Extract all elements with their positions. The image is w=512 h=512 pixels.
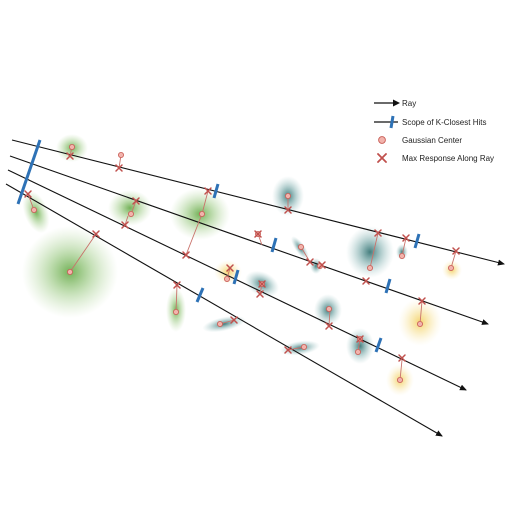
ray-1	[11, 139, 505, 266]
max-response-cross	[92, 230, 100, 238]
gaussian-center	[127, 210, 134, 217]
legend-label: Max Response Along Ray	[402, 153, 495, 163]
rays	[5, 139, 505, 437]
legend-item-max-response: Max Response Along Ray	[372, 149, 508, 167]
legend-label: Ray	[402, 98, 417, 108]
max-response-cross	[418, 297, 426, 305]
scope-marker	[270, 237, 278, 253]
cross-icon	[377, 153, 387, 163]
gaussian-center	[297, 243, 304, 250]
connector-line	[399, 359, 403, 381]
gaussian-center	[398, 252, 405, 259]
gaussian-center	[69, 143, 76, 150]
legend-label: Gaussian Center	[402, 135, 463, 145]
legend-item-gaussian-center: Gaussian Center	[372, 131, 508, 149]
connector-line	[401, 237, 407, 257]
gaussian-blob	[396, 244, 408, 260]
connector-line	[175, 284, 178, 313]
gaussian-center	[416, 320, 423, 327]
scope-marker	[16, 139, 42, 205]
ray-4	[5, 183, 443, 437]
gaussian-center	[118, 151, 125, 158]
connector-line	[69, 233, 97, 273]
max-response-cross	[325, 322, 333, 330]
max-response-cross	[204, 187, 212, 195]
max-response-cross	[318, 261, 326, 269]
gaussian-center	[223, 275, 230, 282]
max-response-cross	[115, 164, 123, 172]
max-response-cross	[226, 264, 234, 272]
connector-line	[369, 232, 379, 269]
max-response-cross	[258, 280, 266, 288]
max-response-cross	[230, 316, 238, 324]
gaussian-blob	[346, 226, 394, 278]
scope-marker	[195, 287, 205, 303]
scope-bar-icon	[374, 115, 398, 129]
max-responses	[24, 152, 460, 362]
connector-line	[185, 213, 203, 256]
gaussian-center	[172, 308, 179, 315]
gaussian-center	[216, 320, 223, 327]
gaussian-center	[67, 268, 74, 275]
max-response-cross	[284, 206, 292, 214]
max-response-cross	[66, 152, 74, 160]
scope-markers	[16, 139, 421, 353]
gaussian-center	[284, 192, 291, 199]
gaussian-center	[300, 343, 307, 350]
gaussian-center	[325, 305, 332, 312]
gaussian-center	[30, 206, 37, 213]
max-response-cross	[374, 229, 382, 237]
legend-label: Scope of K-Closest Hits	[402, 117, 487, 127]
legend-item-scope: Scope of K-Closest Hits	[372, 113, 508, 131]
gaussian-blobs	[22, 134, 462, 396]
scope-marker	[232, 269, 240, 285]
connector-line	[419, 300, 423, 325]
gaussian-center	[366, 264, 373, 271]
gaussian-center	[354, 348, 361, 355]
gaussian-blob	[346, 328, 374, 364]
gaussian-blob	[202, 315, 246, 333]
scope-marker	[374, 337, 383, 353]
circle-icon	[378, 136, 386, 144]
ray-3	[7, 169, 467, 391]
legend-item-ray: Ray	[372, 94, 508, 112]
max-response-cross	[398, 354, 406, 362]
max-response-cross	[254, 230, 262, 238]
gaussian-blob	[108, 190, 152, 226]
max-response-cross	[356, 335, 364, 343]
connector-line	[201, 190, 209, 215]
max-response-cross	[362, 277, 370, 285]
max-response-cross	[306, 258, 314, 266]
max-response-cross	[402, 234, 410, 242]
max-response-cross	[452, 247, 460, 255]
scope-marker	[413, 233, 421, 249]
ray-2	[9, 155, 489, 325]
max-response-cross	[24, 190, 32, 198]
scope-marker	[212, 183, 220, 199]
gaussian-center	[447, 264, 454, 271]
max-response-cross	[121, 221, 129, 229]
max-response-cross	[132, 197, 140, 205]
max-response-cross	[173, 281, 181, 289]
gaussian-centers	[30, 143, 454, 383]
legend: Ray Scope of K-Closest Hits Gaussian Cen…	[372, 94, 508, 167]
max-response-cross	[182, 251, 190, 259]
max-response-cross	[284, 346, 292, 354]
arrow-icon	[374, 99, 400, 107]
max-response-cross	[256, 290, 264, 298]
gaussian-center	[396, 376, 403, 383]
gaussian-center	[198, 210, 205, 217]
scope-marker	[384, 278, 392, 294]
